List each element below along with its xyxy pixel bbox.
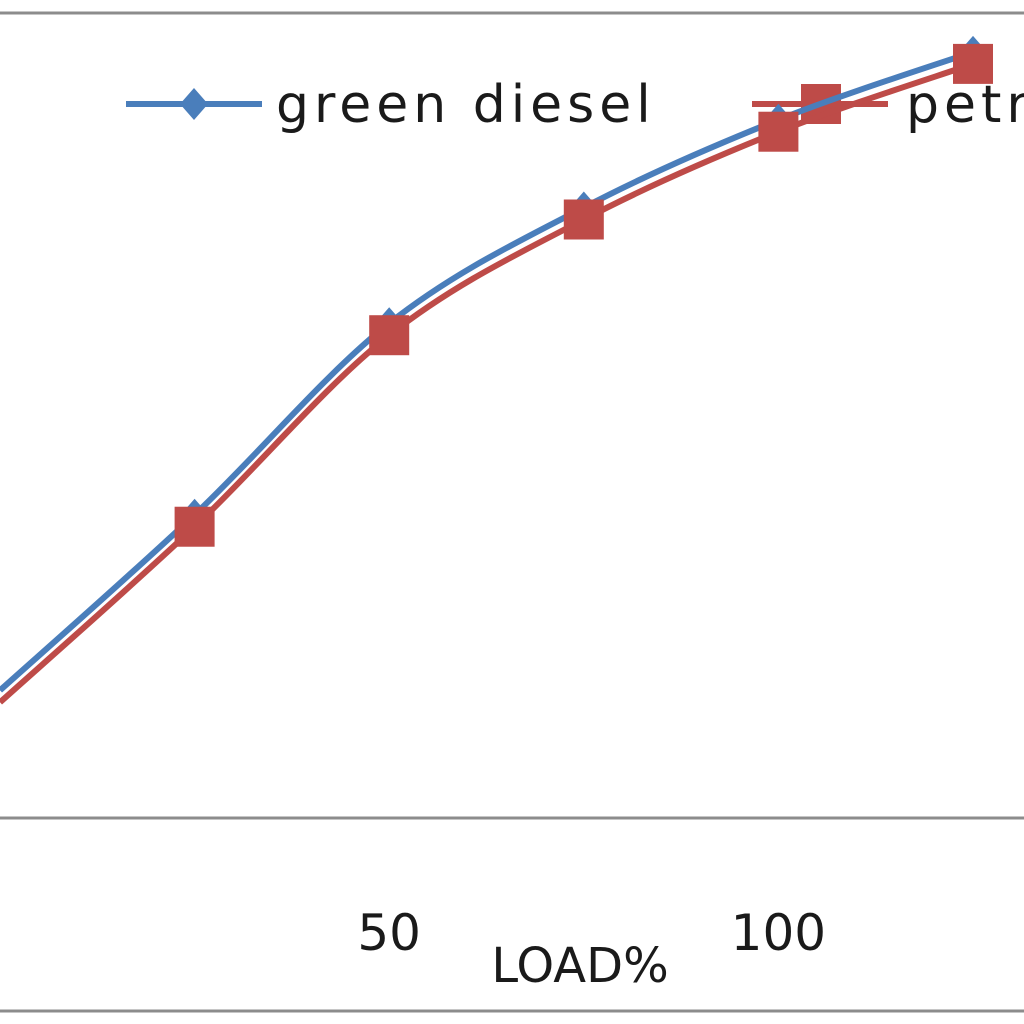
series-layer xyxy=(0,35,993,705)
x-tick-label: 50 xyxy=(357,904,421,962)
series-line-green-diesel xyxy=(0,49,974,693)
x-tick-label: 100 xyxy=(731,904,826,962)
square-marker xyxy=(758,111,799,152)
legend-label: petr xyxy=(906,75,1024,135)
square-marker xyxy=(369,315,410,356)
series-petr xyxy=(0,43,993,705)
square-marker xyxy=(174,506,215,547)
x-axis-title: LOAD% xyxy=(491,938,668,994)
legend-diamond-marker xyxy=(180,88,208,120)
series-line-petr xyxy=(0,61,974,705)
square-marker xyxy=(953,43,993,84)
legend-item-green-diesel: green diesel xyxy=(126,75,656,135)
legend: green diesel petr xyxy=(126,75,1024,135)
legend-label: green diesel xyxy=(276,75,656,135)
square-marker xyxy=(563,199,604,240)
